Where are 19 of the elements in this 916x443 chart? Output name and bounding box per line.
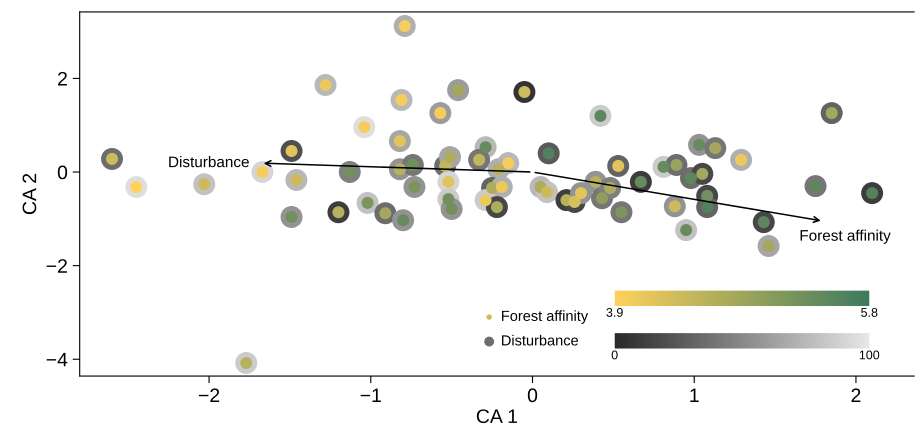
annotation: 5.8 (861, 308, 878, 317)
annotation: 3.9 (606, 308, 623, 317)
y-tick-label: 2 (58, 72, 67, 86)
annotation: Forest affinity (800, 230, 891, 244)
y-tick-label: 0 (58, 166, 68, 180)
x-tick-label: −1 (360, 388, 381, 402)
legend-label: Forest affinity (502, 310, 588, 324)
x-tick-label: 0 (528, 388, 538, 402)
y-axis-title: CA 2 (22, 174, 36, 214)
annotation: 100 (860, 350, 880, 360)
x-tick-label: 1 (690, 388, 699, 402)
annotation: Disturbance (169, 156, 249, 168)
x-axis-title: CA 1 (476, 409, 518, 424)
legend-label: Disturbance (502, 334, 578, 346)
annotation: 0 (612, 350, 618, 360)
x-tick-label: −2 (198, 388, 220, 402)
y-tick-label: −2 (46, 259, 67, 273)
x-tick-label: 2 (852, 388, 860, 402)
y-tick-label: −4 (46, 352, 68, 366)
